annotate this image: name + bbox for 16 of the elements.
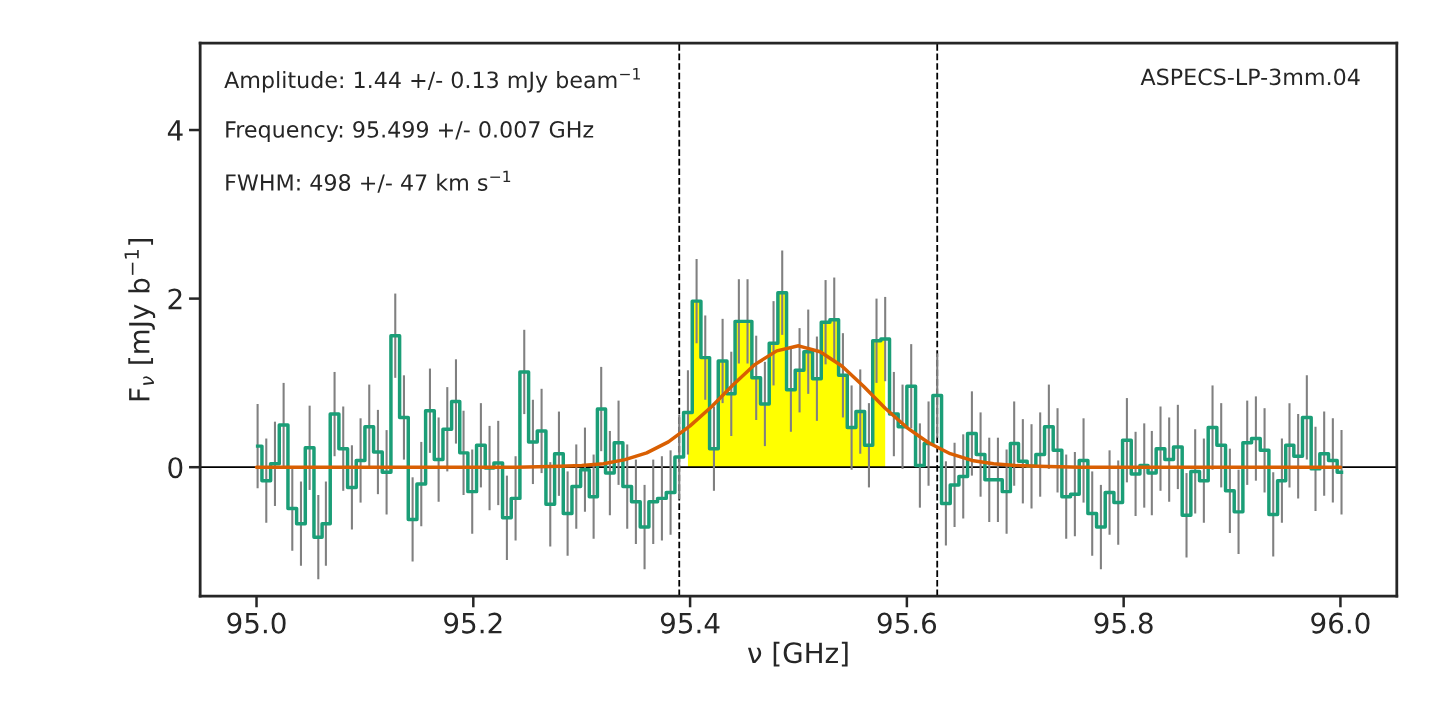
y-tick-label: 0	[168, 457, 183, 479]
annotation: ASPECS-LP-3mm.04	[1140, 68, 1360, 86]
x-tick-label: 96.0	[1311, 612, 1370, 634]
x-tick-label: 95.6	[877, 612, 937, 634]
y-tick-label: 2	[168, 288, 182, 310]
x-tick-label: 95.0	[227, 612, 286, 634]
annotation: Frequency: 95.499 +/- 0.007 GHz	[226, 121, 594, 143]
x-tick-label: 95.8	[1094, 612, 1153, 634]
y-tick-label: 4	[167, 120, 183, 141]
x-axis-title: ν [GHz]	[747, 641, 848, 667]
annotation: FWHM: 498 +/- 47 km s$^{−1}$	[226, 170, 511, 193]
y-axis-title: F$_{ν}$ [mJy b$^{−1}$]	[124, 239, 156, 401]
annotation: Amplitude: 1.44 +/- 0.13 mJy beam$^{−1}$	[224, 68, 640, 93]
x-tick-label: 95.2	[444, 612, 502, 634]
line-series	[254, 344, 1343, 469]
x-tick-label: 95.4	[660, 612, 720, 634]
